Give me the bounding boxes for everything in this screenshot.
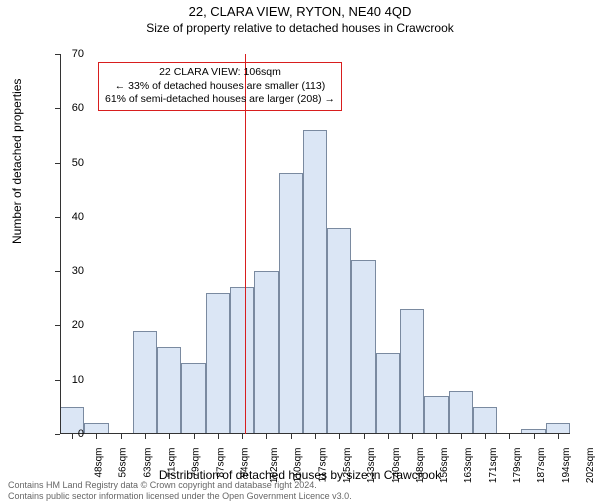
footer-attribution: Contains HM Land Registry data © Crown c… [8,480,352,502]
histogram-bar [473,407,497,434]
xtick-mark [145,434,146,439]
xtick-mark [242,434,243,439]
histogram-bar [449,391,473,434]
xtick-mark [534,434,535,439]
xtick-mark [558,434,559,439]
xtick-mark [509,434,510,439]
xtick-mark [485,434,486,439]
property-marker-line [245,54,246,434]
footer-line-2: Contains public sector information licen… [8,491,352,502]
xtick-mark [266,434,267,439]
ytick-label: 0 [54,428,84,440]
ytick-label: 10 [54,374,84,386]
histogram-bar [351,260,375,434]
histogram-bar [400,309,424,434]
histogram-bar [206,293,230,434]
callout-line: 22 CLARA VIEW: 106sqm [105,66,335,80]
histogram-bar [327,228,351,434]
histogram-bar [254,271,278,434]
ytick-label: 70 [54,48,84,60]
ytick-label: 60 [54,102,84,114]
xtick-mark [169,434,170,439]
callout-line: 61% of semi-detached houses are larger (… [105,93,335,107]
histogram-bar [157,347,181,434]
property-callout: 22 CLARA VIEW: 106sqm← 33% of detached h… [98,62,342,111]
xtick-mark [339,434,340,439]
callout-line: ← 33% of detached houses are smaller (11… [105,80,335,94]
xtick-mark [412,434,413,439]
xtick-mark [388,434,389,439]
histogram-bar [424,396,448,434]
xtick-mark [194,434,195,439]
xtick-mark [364,434,365,439]
footer-line-1: Contains HM Land Registry data © Crown c… [8,480,352,491]
ytick-label: 30 [54,265,84,277]
page-title: 22, CLARA VIEW, RYTON, NE40 4QD [0,4,600,19]
xtick-mark [96,434,97,439]
xtick-mark [291,434,292,439]
histogram-bar [376,353,400,434]
page-subtitle: Size of property relative to detached ho… [0,21,600,35]
ytick-label: 40 [54,211,84,223]
xtick-mark [121,434,122,439]
histogram-bar [133,331,157,434]
y-axis-label: Number of detached properties [10,79,24,244]
ytick-label: 20 [54,319,84,331]
xtick-mark [218,434,219,439]
histogram-bar [279,173,303,434]
histogram-bar [181,363,205,434]
xtick-mark [461,434,462,439]
histogram-bar [303,130,327,434]
histogram-chart: 48sqm56sqm63sqm71sqm79sqm87sqm94sqm102sq… [60,54,570,434]
ytick-label: 50 [54,157,84,169]
plot-region: 48sqm56sqm63sqm71sqm79sqm87sqm94sqm102sq… [60,54,570,434]
histogram-bar [230,287,254,434]
xtick-mark [315,434,316,439]
xtick-mark [436,434,437,439]
